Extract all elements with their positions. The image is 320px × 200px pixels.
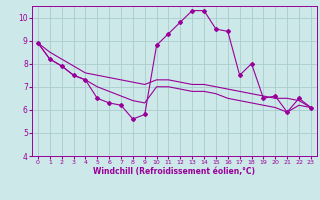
- X-axis label: Windchill (Refroidissement éolien,°C): Windchill (Refroidissement éolien,°C): [93, 167, 255, 176]
